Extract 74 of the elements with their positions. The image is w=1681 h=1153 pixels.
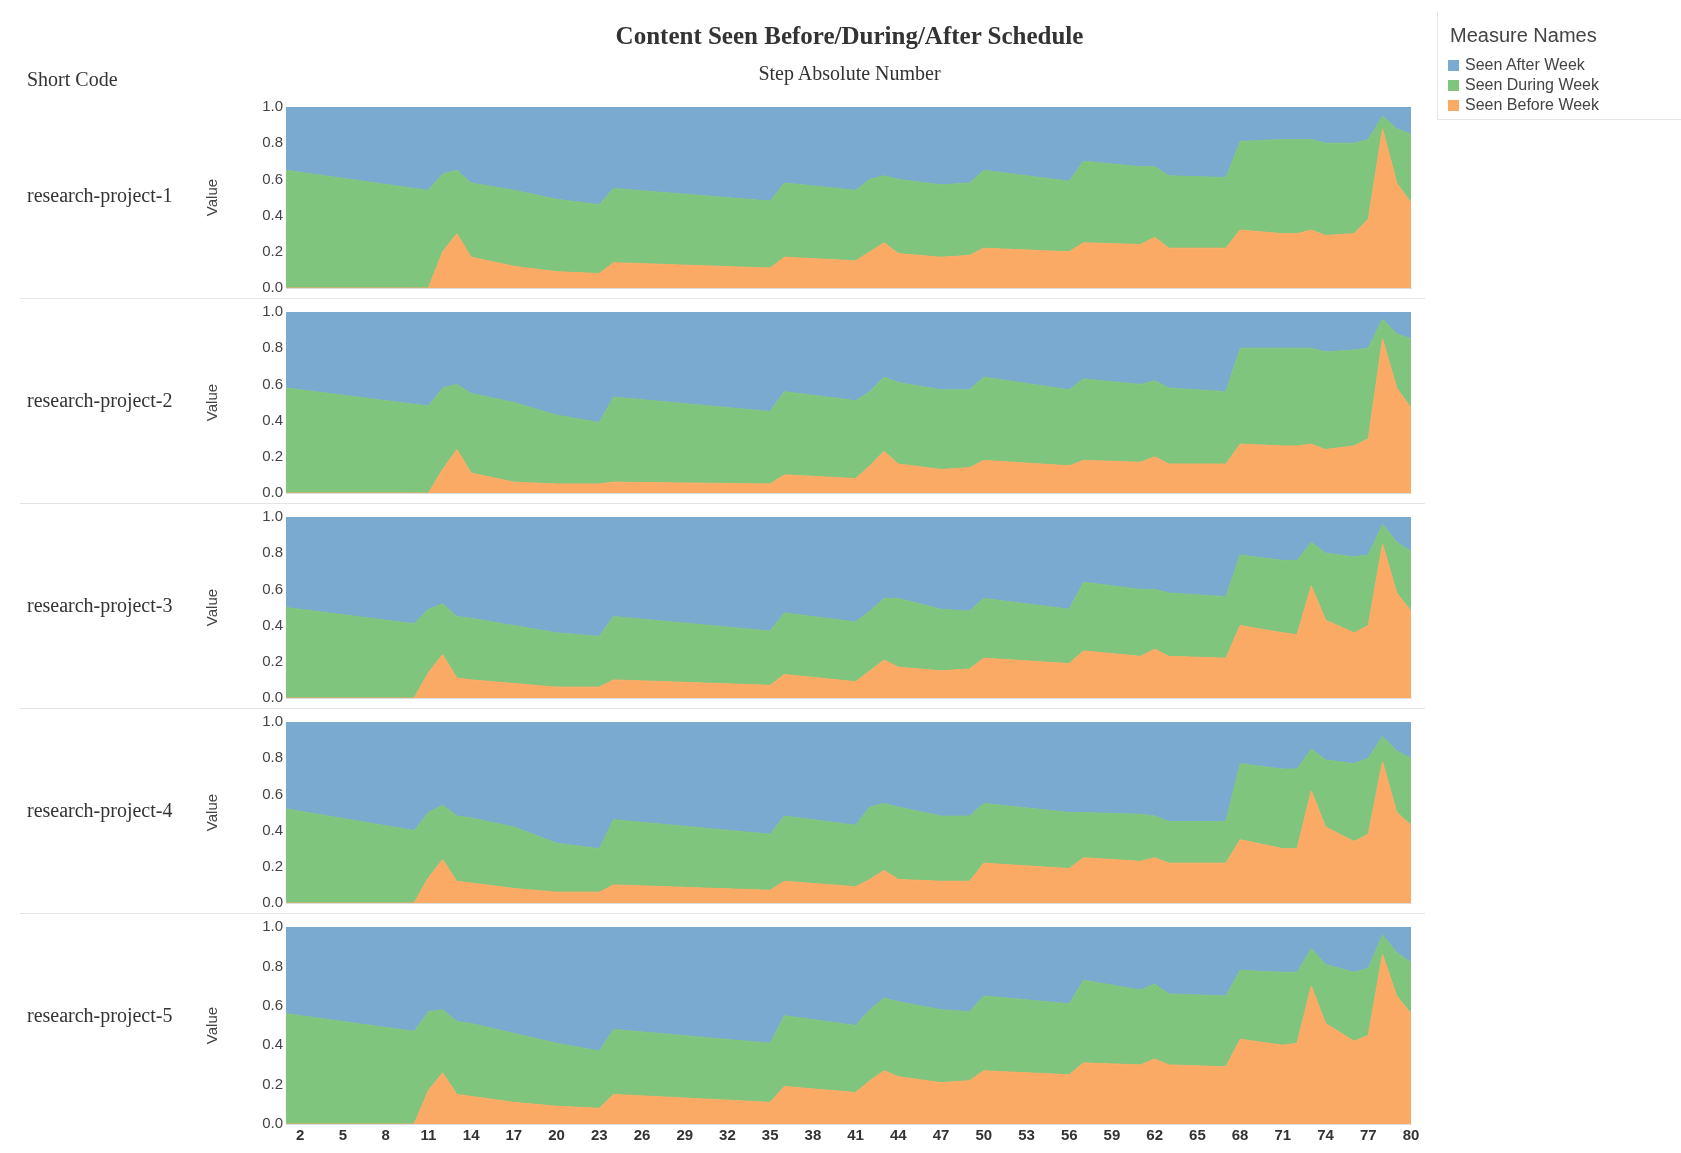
x-tick-label: 44 <box>890 1126 908 1144</box>
y-tick-label: 0.6 <box>262 995 283 1013</box>
y-tick-label: 0.4 <box>262 1035 283 1053</box>
y-tick-label: 0.6 <box>262 374 283 392</box>
chart-title: Content Seen Before/During/After Schedule <box>614 22 1085 50</box>
x-tick-label: 2 <box>296 1126 305 1144</box>
x-tick-label: 11 <box>420 1126 437 1144</box>
y-tick-label: 1.0 <box>262 712 283 730</box>
x-tick-label: 65 <box>1189 1126 1206 1144</box>
y-tick-label: 0.8 <box>262 543 283 561</box>
x-tick-label: 17 <box>505 1126 523 1144</box>
y-tick-label: 0.8 <box>262 338 283 356</box>
x-tick-label: 53 <box>1018 1126 1035 1144</box>
x-tick-label: 56 <box>1060 1126 1078 1144</box>
y-tick-label: 0.2 <box>262 651 283 669</box>
y-tick-label: 0.0 <box>262 1114 283 1132</box>
y-tick-label: 1.0 <box>262 507 283 525</box>
y-tick-label: 0.4 <box>262 410 283 428</box>
y-tick-label: 0.6 <box>262 579 283 597</box>
x-tick-label: 14 <box>462 1126 481 1144</box>
x-tick-label: 80 <box>1402 1126 1420 1144</box>
y-tick-label: 0.0 <box>262 483 283 501</box>
y-tick-label: 0.2 <box>262 241 283 259</box>
y-tick-label: 0.4 <box>262 820 283 838</box>
y-tick-label: 0.6 <box>262 169 283 187</box>
x-tick-label: 71 <box>1274 1126 1292 1144</box>
x-tick-label: 47 <box>932 1126 950 1144</box>
x-tick-label: 29 <box>676 1126 694 1144</box>
x-tick-label: 35 <box>761 1126 779 1144</box>
y-tick-label: 0.0 <box>262 278 283 296</box>
y-tick-label: 0.4 <box>262 615 283 633</box>
text: research-project-4 <box>27 798 173 822</box>
y-tick-label: 0.2 <box>262 446 283 464</box>
y-tick-label: 0.8 <box>262 133 283 151</box>
text: research-project-2 <box>27 388 173 412</box>
y-tick-label: 0.8 <box>262 956 283 974</box>
y-axis-title: Value <box>203 1006 221 1045</box>
x-tick-label: 41 <box>847 1126 864 1144</box>
y-tick-label: 0.8 <box>262 748 283 766</box>
x-tick-label: 62 <box>1146 1126 1164 1144</box>
x-tick-label: 32 <box>719 1126 736 1144</box>
text: research-project-5 <box>27 1003 173 1027</box>
x-tick-label: 5 <box>338 1126 348 1144</box>
x-tick-label: 26 <box>633 1126 651 1144</box>
x-tick-label: 23 <box>590 1126 608 1144</box>
text: research-project-1 <box>27 183 173 207</box>
y-axis-title: Value <box>203 793 221 832</box>
y-tick-label: 0.0 <box>262 893 283 911</box>
x-tick-label: 38 <box>804 1126 822 1144</box>
x-tick-label: 50 <box>975 1126 993 1144</box>
x-tick-label: 77 <box>1359 1126 1377 1144</box>
text: research-project-3 <box>27 593 173 617</box>
text: Short Code <box>27 68 118 91</box>
y-tick-label: 0.2 <box>262 1074 283 1092</box>
y-tick-label: 1.0 <box>262 97 283 115</box>
y-axis-title: Value <box>203 383 221 422</box>
y-tick-label: 1.0 <box>262 302 283 320</box>
y-axis-title: Value <box>203 178 221 217</box>
legend-label: Seen Before Week <box>1465 95 1600 115</box>
x-tick-label: 20 <box>548 1126 565 1144</box>
y-tick-label: 0.6 <box>262 784 283 802</box>
x-tick-label: 68 <box>1231 1126 1249 1144</box>
x-tick-label: 8 <box>381 1126 390 1144</box>
y-tick-label: 1.0 <box>262 917 283 935</box>
x-tick-label: 74 <box>1317 1126 1335 1144</box>
legend-title: Measure Names <box>1449 23 1598 48</box>
x-axis-title: Step Absolute Number <box>757 62 942 85</box>
y-tick-label: 0.4 <box>262 205 283 223</box>
legend-label: Seen After Week <box>1465 55 1585 75</box>
x-tick-label: 59 <box>1103 1126 1121 1144</box>
y-tick-label: 0.2 <box>262 856 283 874</box>
legend-label: Seen During Week <box>1465 75 1599 95</box>
y-axis-title: Value <box>203 588 221 627</box>
y-tick-label: 0.0 <box>262 688 283 706</box>
